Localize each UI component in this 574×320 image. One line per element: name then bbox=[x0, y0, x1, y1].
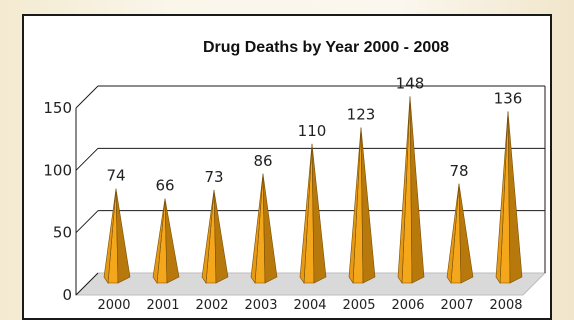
data-label-2002: 73 bbox=[204, 168, 223, 186]
grid-layer bbox=[74, 85, 547, 296]
chart-title: Drug Deaths by Year 2000 - 2008 bbox=[203, 39, 449, 56]
bar-face-side bbox=[507, 111, 523, 284]
side-gridline bbox=[75, 147, 99, 171]
bar-face-left bbox=[152, 198, 166, 284]
data-label-2004: 110 bbox=[298, 122, 327, 140]
bar-face-left bbox=[201, 189, 215, 284]
x-tick-2005: 2005 bbox=[342, 298, 375, 313]
bar-face-left bbox=[250, 173, 264, 284]
bar-face-left bbox=[446, 183, 460, 284]
bar-2001 bbox=[152, 198, 180, 284]
x-tick-2000: 2000 bbox=[97, 298, 130, 313]
side-gridline bbox=[75, 85, 99, 109]
data-label-2005: 123 bbox=[347, 106, 376, 124]
bar-face-side bbox=[262, 173, 278, 284]
bar-2004 bbox=[299, 143, 327, 284]
bar-2006 bbox=[397, 96, 425, 284]
bar-face-side bbox=[213, 189, 229, 284]
y-tick-label: 150 bbox=[43, 99, 72, 117]
bar-face-side bbox=[409, 96, 425, 284]
bar-2003 bbox=[250, 173, 278, 284]
bar-face-side bbox=[164, 198, 180, 284]
y-axis-ticks: 0 50 100 150 bbox=[43, 99, 72, 304]
bar-face-side bbox=[360, 127, 376, 284]
data-label-2006: 148 bbox=[396, 74, 425, 92]
bar-face-left bbox=[397, 96, 411, 284]
bar-face-side bbox=[115, 188, 131, 284]
bar-face-left bbox=[299, 143, 313, 284]
x-tick-2007: 2007 bbox=[440, 298, 473, 313]
bar-2002 bbox=[201, 189, 229, 284]
side-gridline bbox=[75, 210, 99, 234]
data-label-2007: 78 bbox=[449, 162, 468, 180]
data-labels: 74 66 73 86 110 123 148 78 136 bbox=[106, 74, 522, 194]
bar-2005 bbox=[348, 127, 376, 284]
bar-face-left bbox=[495, 111, 509, 284]
bar-2007 bbox=[446, 183, 474, 284]
bar-face-left bbox=[348, 127, 362, 284]
x-tick-2006: 2006 bbox=[391, 298, 424, 313]
bar-face-side bbox=[458, 183, 474, 284]
side-gridline bbox=[75, 272, 99, 296]
x-tick-2004: 2004 bbox=[293, 298, 326, 313]
x-tick-2008: 2008 bbox=[489, 298, 522, 313]
data-label-2003: 86 bbox=[253, 152, 272, 170]
bar-2000 bbox=[103, 188, 131, 284]
data-label-2000: 74 bbox=[106, 167, 125, 185]
bars bbox=[103, 96, 523, 284]
x-axis-ticks: 2000 2001 2002 2003 2004 2005 2006 2007 2008 bbox=[97, 298, 522, 313]
x-tick-2003: 2003 bbox=[244, 298, 277, 313]
bar-face-left bbox=[103, 188, 117, 284]
data-label-2001: 66 bbox=[155, 177, 174, 195]
y-tick-label: 0 bbox=[62, 286, 72, 304]
bar-face-side bbox=[311, 143, 327, 284]
bar-2008 bbox=[495, 111, 523, 284]
data-label-2008: 136 bbox=[494, 89, 523, 107]
x-tick-2001: 2001 bbox=[146, 298, 179, 313]
y-tick-label: 50 bbox=[53, 224, 72, 242]
x-tick-2002: 2002 bbox=[195, 298, 228, 313]
y-tick-label: 100 bbox=[43, 161, 72, 179]
